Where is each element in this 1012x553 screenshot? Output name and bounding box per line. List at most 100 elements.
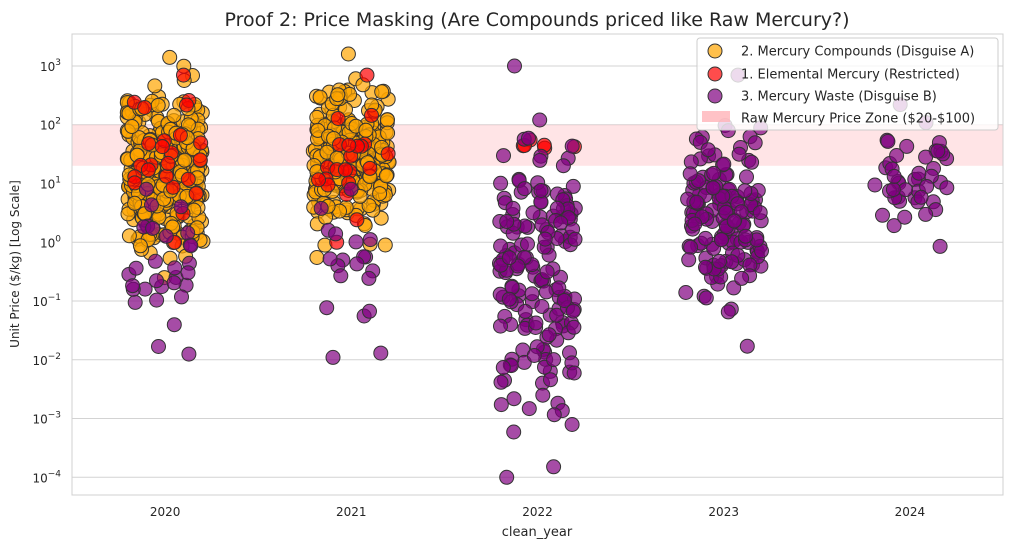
data-point <box>930 143 946 159</box>
y-tick-label: 100 <box>40 234 61 250</box>
data-point <box>739 169 754 185</box>
data-point <box>553 215 569 231</box>
legend-box <box>696 37 999 131</box>
data-point <box>506 391 522 407</box>
data-point <box>361 198 377 214</box>
data-point <box>172 127 188 143</box>
x-tick-label: 2020 <box>150 505 181 519</box>
data-point <box>144 197 159 213</box>
data-point <box>564 138 580 154</box>
legend-marker-band <box>702 111 730 122</box>
data-point <box>145 220 161 236</box>
data-point <box>867 177 883 193</box>
data-point <box>167 260 183 276</box>
legend-marker-waste <box>707 88 723 104</box>
data-point <box>564 417 580 432</box>
data-point <box>889 148 905 163</box>
data-point <box>137 100 153 115</box>
data-point <box>899 138 915 154</box>
data-point <box>567 231 583 247</box>
data-point <box>532 112 548 128</box>
data-point <box>720 304 736 320</box>
data-point <box>517 181 533 197</box>
data-point <box>362 303 377 319</box>
data-point <box>149 273 164 289</box>
data-point <box>348 234 364 250</box>
y-tick-label: 10−2 <box>32 352 61 368</box>
data-point <box>537 231 553 247</box>
data-point <box>141 136 157 152</box>
data-point <box>875 207 890 223</box>
legend-marker-elemental <box>707 66 723 82</box>
data-point <box>128 260 144 276</box>
data-point <box>140 162 156 178</box>
data-point <box>535 387 551 403</box>
data-point <box>138 181 154 197</box>
data-point <box>493 238 509 254</box>
data-point <box>158 228 174 244</box>
data-point <box>162 49 178 65</box>
data-point <box>533 183 549 198</box>
data-point <box>176 67 191 83</box>
data-point <box>362 160 378 176</box>
data-point <box>507 58 522 74</box>
data-point <box>333 268 349 284</box>
data-point <box>325 349 341 365</box>
x-tick-label: 2024 <box>895 505 926 519</box>
data-point <box>705 180 721 196</box>
data-point <box>681 252 697 268</box>
x-tick-label: 2023 <box>708 505 739 519</box>
data-point <box>127 294 143 310</box>
data-point <box>897 209 913 225</box>
y-tick-label: 103 <box>40 58 61 74</box>
data-point <box>525 205 541 221</box>
data-point <box>159 168 174 184</box>
data-point <box>121 228 137 244</box>
y-tick-label: 10−3 <box>32 411 61 427</box>
data-point <box>538 284 554 300</box>
data-point <box>543 372 558 388</box>
data-point <box>520 236 535 252</box>
data-point <box>546 352 562 368</box>
data-point <box>886 168 902 184</box>
data-point <box>566 319 582 335</box>
data-point <box>127 175 143 191</box>
chart-title: Proof 2: Price Masking (Are Compounds pr… <box>225 9 850 31</box>
data-point <box>378 168 394 184</box>
legend-marker-compounds <box>707 43 723 59</box>
data-point <box>343 181 359 197</box>
data-point <box>739 338 755 354</box>
data-point <box>524 286 540 302</box>
data-point <box>715 188 731 204</box>
data-point <box>322 251 338 267</box>
data-point <box>493 397 509 413</box>
data-point <box>501 250 517 266</box>
data-point <box>687 216 703 232</box>
data-point <box>192 152 208 168</box>
data-point <box>698 290 714 306</box>
plot-border <box>71 33 1004 496</box>
data-point <box>706 165 722 181</box>
data-point <box>372 186 388 202</box>
data-point <box>532 152 548 168</box>
data-point <box>379 112 395 128</box>
data-point <box>546 459 562 475</box>
data-point <box>913 189 929 205</box>
data-point <box>179 97 194 113</box>
data-point <box>319 300 335 316</box>
data-point <box>132 238 148 254</box>
data-point <box>683 239 699 255</box>
data-point <box>150 97 166 113</box>
legend-label-compounds: 2. Mercury Compounds (Disguise A) <box>741 45 974 60</box>
data-point <box>177 152 193 168</box>
y-tick-labels: 10−4 10−3 10−2 10−1 100 101 102 103 <box>32 58 61 485</box>
data-point <box>939 180 955 196</box>
data-point <box>495 360 511 375</box>
data-point <box>521 130 536 146</box>
data-point <box>181 346 197 362</box>
data-point <box>565 303 581 319</box>
data-point <box>151 339 166 354</box>
y-tick-label: 10−1 <box>32 293 61 309</box>
